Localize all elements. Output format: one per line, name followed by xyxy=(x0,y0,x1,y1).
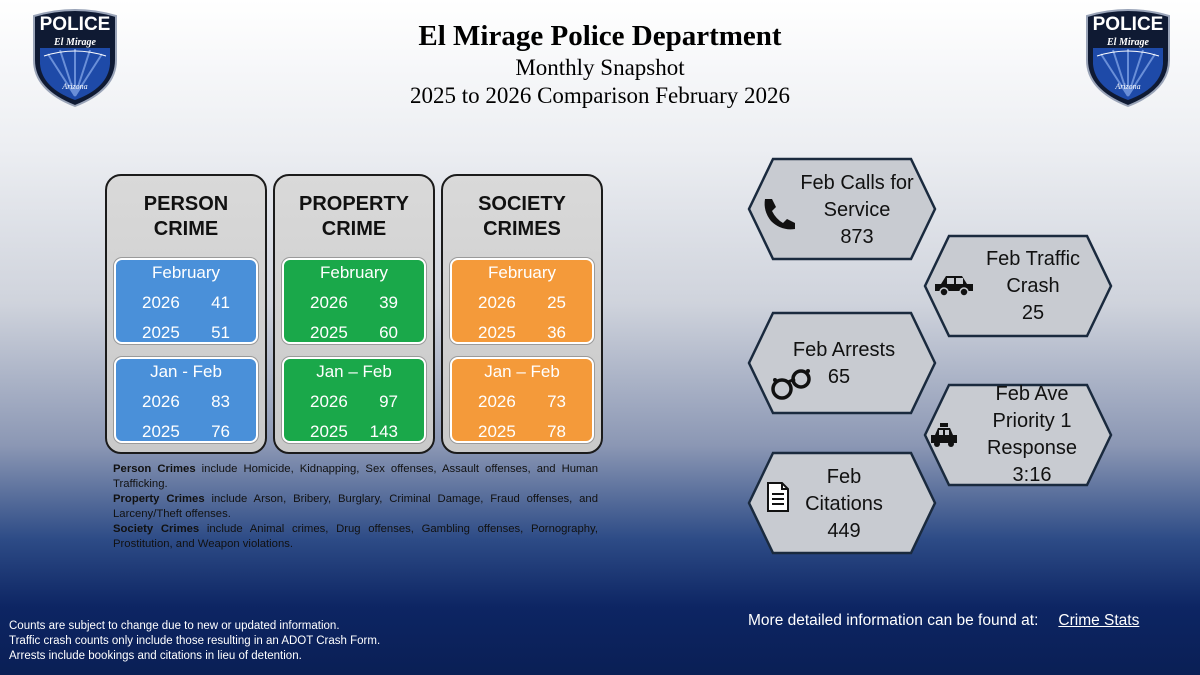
stat-value: 873 xyxy=(840,226,874,248)
disclaimer-line: Arrests include bookings and citations i… xyxy=(9,650,302,662)
count-value: 97 xyxy=(379,392,398,411)
logo-city-text: El Mirage xyxy=(1107,37,1149,48)
month-label: February xyxy=(319,263,389,282)
card-title: SOCIETY CRIMES xyxy=(478,193,566,240)
stat-label: Citations xyxy=(805,493,883,515)
note-property: Property Crimes include Arson, Bribery, … xyxy=(113,493,598,520)
stat-value: 449 xyxy=(827,520,861,542)
logo-state-text: Arizona xyxy=(1115,82,1141,91)
comparison-period: 2025 to 2026 Comparison February 2026 xyxy=(409,83,791,108)
property-crime-card: PROPERTY CRIME February 2026 39 2025 60 Ja… xyxy=(273,174,435,454)
count-value: 143 xyxy=(369,422,398,441)
logo-city-text: El Mirage xyxy=(54,37,96,48)
year-label: 2026 xyxy=(310,293,348,312)
stat-label: Feb Calls for xyxy=(800,172,914,194)
note-society: Society Crimes include Animal crimes, Dr… xyxy=(113,523,598,550)
year-label: 2026 xyxy=(142,293,180,312)
stat-value: 65 xyxy=(827,366,851,388)
ytd-label: Jan - Feb xyxy=(150,362,222,381)
month-box: February 2026 39 2025 60 xyxy=(282,258,426,344)
year-label: 2026 xyxy=(478,392,516,411)
ytd-box: Jan - Feb 2026 83 2025 76 xyxy=(114,357,258,443)
citations-stat: Feb Citations 449 xyxy=(747,451,937,555)
stat-value: 3:16 xyxy=(1012,464,1052,486)
logo-state-text: Arizona xyxy=(62,82,88,91)
ytd-box: Jan – Feb 2026 97 2025 143 xyxy=(282,357,426,443)
card-title: PROPERTY CRIME xyxy=(298,193,410,240)
year-label: 2026 xyxy=(478,293,516,312)
logo-police-text: POLICE xyxy=(39,14,111,35)
ytd-label: Jan – Feb xyxy=(484,362,560,381)
year-label: 2025 xyxy=(478,323,516,342)
count-value: 73 xyxy=(547,392,566,411)
disclaimer-line: Traffic crash counts only include those … xyxy=(9,635,381,647)
year-label: 2025 xyxy=(478,422,516,441)
header: El Mirage Police Department Monthly Snap… xyxy=(0,18,1200,110)
calls-for-service-stat: Feb Calls for Service 873 xyxy=(747,157,937,261)
page-subtitle: Monthly Snapshot xyxy=(515,55,685,80)
year-label: 2025 xyxy=(310,422,348,441)
more-info: More detailed information can be found a… xyxy=(748,612,1139,630)
count-value: 78 xyxy=(547,422,566,441)
count-value: 41 xyxy=(211,293,230,312)
society-crimes-card: SOCIETY CRIMES February 2026 25 2025 36 Ja… xyxy=(441,174,603,454)
stat-label: Feb Arrests xyxy=(792,339,896,361)
year-label: 2025 xyxy=(142,422,180,441)
count-value: 83 xyxy=(211,392,230,411)
police-badge-logo-right: POLICE El Mirage Arizona xyxy=(1083,8,1173,108)
ytd-box: Jan – Feb 2026 73 2025 78 xyxy=(450,357,594,443)
traffic-crash-stat: Feb Traffic Crash 25 xyxy=(923,234,1113,338)
note-person: Person Crimes include Homicide, Kidnappi… xyxy=(113,463,598,490)
stat-label: Feb xyxy=(826,466,862,488)
month-box: February 2026 25 2025 36 xyxy=(450,258,594,344)
crime-definitions: Person Crimes include Homicide, Kidnappi… xyxy=(113,462,598,552)
year-label: 2026 xyxy=(310,392,348,411)
stat-label: Response xyxy=(986,437,1078,459)
person-crime-card: PERSON CRIME February 2026 41 2025 51 Jan … xyxy=(105,174,267,454)
stat-value: 25 xyxy=(1021,302,1045,324)
stat-label: Service xyxy=(823,199,891,221)
ytd-label: Jan – Feb xyxy=(316,362,392,381)
stat-label: Crash xyxy=(1006,275,1060,297)
stat-label: Feb Traffic xyxy=(985,248,1081,270)
year-label: 2026 xyxy=(142,392,180,411)
stat-label: Priority 1 xyxy=(992,410,1072,432)
year-label: 2025 xyxy=(142,323,180,342)
page-title: El Mirage Police Department xyxy=(418,20,782,52)
year-label: 2025 xyxy=(310,323,348,342)
arrests-stat: Feb Arrests 65 xyxy=(747,311,937,415)
logo-police-text: POLICE xyxy=(1092,14,1164,35)
count-value: 36 xyxy=(547,323,566,342)
police-badge-logo-left: POLICE El Mirage Arizona xyxy=(30,8,120,108)
count-value: 60 xyxy=(379,323,398,342)
count-value: 39 xyxy=(379,293,398,312)
card-title: PERSON CRIME xyxy=(143,193,229,240)
month-label: February xyxy=(487,263,557,282)
count-value: 51 xyxy=(211,323,230,342)
disclaimers: Counts are subject to change due to new … xyxy=(9,619,380,664)
priority-response-stat: Feb Ave Priority 1 Response 3:16 xyxy=(923,383,1113,487)
more-info-text: More detailed information can be found a… xyxy=(748,612,1039,629)
count-value: 76 xyxy=(211,422,230,441)
disclaimer-line: Counts are subject to change due to new … xyxy=(9,620,340,632)
count-value: 25 xyxy=(547,293,566,312)
month-label: February xyxy=(151,263,221,282)
crime-stats-link[interactable]: Crime Stats xyxy=(1058,612,1140,629)
stat-label: Feb Ave xyxy=(995,383,1069,405)
month-box: February 2026 41 2025 51 xyxy=(114,258,258,344)
